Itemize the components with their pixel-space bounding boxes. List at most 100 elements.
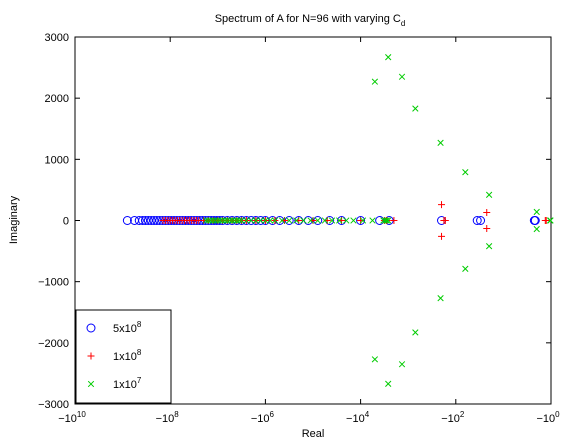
data-point: [205, 217, 212, 224]
data-point: [343, 217, 350, 224]
data-point: [383, 217, 390, 224]
chart-title-main: Spectrum of A for N=96 with varying C: [215, 13, 401, 25]
data-point: [300, 217, 307, 224]
data-point: [224, 217, 231, 224]
data-point: [219, 217, 226, 224]
legend-box: [75, 309, 172, 404]
data-point: [385, 380, 392, 387]
data-markers: [122, 54, 554, 387]
data-point: [483, 224, 491, 232]
data-point: [337, 216, 347, 225]
data-point: [483, 209, 491, 217]
y-tick-label: −2000: [38, 338, 69, 350]
data-point: [262, 217, 269, 224]
x-axis-label: Real: [302, 428, 325, 440]
data-point: [202, 217, 210, 224]
data-point: [385, 54, 392, 61]
data-point: [542, 217, 550, 224]
data-point: [530, 216, 540, 225]
data-point: [247, 217, 255, 224]
data-point: [252, 217, 260, 224]
x-tick-label: −102: [441, 410, 465, 425]
data-point: [438, 232, 446, 240]
data-point: [328, 217, 336, 224]
data-point: [236, 217, 243, 224]
data-point: [472, 216, 482, 225]
data-point: [143, 216, 153, 225]
data-point: [233, 217, 240, 224]
y-tick-label: −3000: [38, 399, 69, 411]
data-point: [243, 217, 250, 224]
y-tick-label: 0: [63, 216, 69, 228]
data-point: [350, 217, 357, 224]
y-tick-labels: 3000 2000 1000 0 −1000 −2000 −3000: [38, 32, 69, 411]
y-axis-label: Imaginary: [8, 195, 20, 244]
legend: 5x108 1x108 1x107: [75, 309, 172, 404]
data-point: [336, 217, 343, 224]
data-point: [437, 295, 444, 302]
y-tick-label: 2000: [45, 93, 69, 105]
data-point: [369, 217, 376, 224]
data-point: [441, 217, 449, 224]
x-tick-label: −108: [156, 410, 180, 425]
data-point: [412, 105, 419, 112]
data-point: [390, 217, 398, 224]
data-point: [122, 216, 132, 225]
series-3: [202, 54, 554, 387]
chart-title-subscript: d: [401, 19, 405, 28]
data-point: [294, 216, 304, 225]
y-tick-label: 3000: [45, 32, 69, 44]
data-point: [533, 208, 540, 216]
legend-label: 5x108: [113, 320, 142, 335]
data-point: [140, 216, 150, 225]
data-point: [228, 217, 236, 224]
x-tick-label: −100: [536, 410, 560, 425]
data-point: [149, 216, 159, 225]
data-point: [209, 217, 217, 224]
x-tick-label: −104: [346, 410, 370, 425]
data-point: [260, 216, 270, 225]
data-point: [293, 217, 300, 224]
x-tick-label: −1010: [58, 410, 86, 425]
data-point: [371, 78, 379, 85]
data-point: [385, 217, 392, 224]
data-point: [87, 352, 95, 360]
data-point: [314, 217, 321, 224]
data-point: [238, 217, 245, 224]
data-point: [214, 217, 221, 224]
data-point: [267, 217, 274, 224]
data-point: [286, 217, 293, 224]
data-point: [138, 216, 148, 225]
data-point: [476, 216, 486, 225]
x-tick-labels: −1010 −108 −106 −104 −102 −100: [58, 410, 560, 425]
legend-label: 1x108: [113, 348, 142, 363]
data-point: [87, 380, 95, 388]
data-point: [485, 243, 493, 250]
data-point: [321, 217, 329, 224]
x-tick-label: −106: [251, 410, 275, 425]
data-point: [217, 217, 224, 224]
data-point: [212, 217, 219, 224]
data-point: [231, 217, 238, 224]
data-point: [437, 139, 444, 146]
data-point: [371, 356, 379, 363]
data-point: [438, 201, 446, 209]
y-tick-label: −1000: [38, 277, 69, 289]
data-point: [462, 265, 469, 272]
data-point: [398, 361, 406, 368]
data-point: [398, 73, 406, 80]
data-point: [359, 217, 367, 224]
legend-label: 1x107: [113, 376, 142, 391]
y-tick-label: 1000: [45, 154, 69, 166]
data-point: [382, 217, 389, 224]
data-point: [207, 217, 214, 224]
data-point: [412, 329, 419, 336]
data-point: [146, 216, 156, 225]
data-point: [533, 225, 540, 233]
data-point: [271, 217, 279, 224]
data-point: [251, 216, 261, 225]
data-point: [257, 217, 264, 224]
chart-title: Spectrum of A for N=96 with varying Cd: [215, 13, 406, 28]
data-point: [86, 323, 96, 333]
